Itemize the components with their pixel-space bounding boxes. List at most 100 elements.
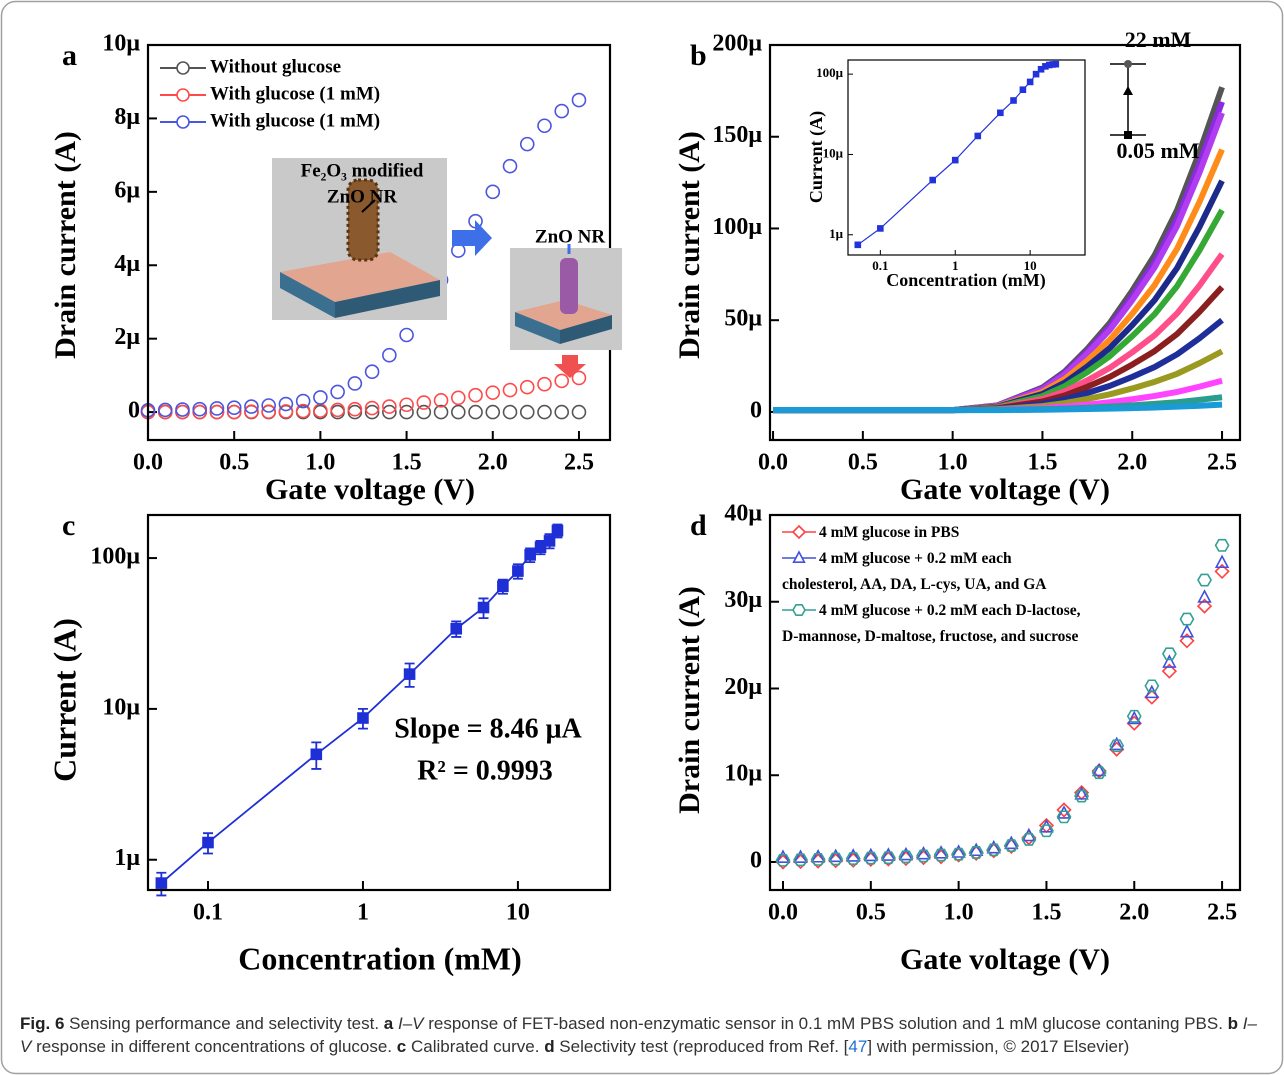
marker — [1179, 612, 1195, 626]
legend-label: With glucose (1 mM) — [210, 110, 380, 131]
marker — [519, 404, 535, 420]
legend-label: 4 mM glucose + 0.2 mM each cholesterol, … — [782, 550, 1047, 593]
marker — [450, 404, 466, 420]
plot-frame — [146, 43, 612, 442]
panel-letter: d — [690, 509, 707, 542]
marker — [450, 622, 463, 635]
marker — [477, 601, 490, 614]
marker — [554, 373, 570, 389]
marker — [310, 748, 323, 761]
marker — [1214, 563, 1230, 580]
marker — [537, 118, 552, 134]
marker — [226, 400, 242, 415]
marker — [244, 399, 259, 414]
marker — [1161, 647, 1177, 661]
x-tick-label: 1.5 — [1027, 450, 1057, 476]
legend: 4 mM glucose in PBS 4 mM glucose + 0.2 mM… — [782, 520, 1212, 650]
marker — [969, 842, 984, 857]
marker — [554, 103, 570, 119]
marker — [330, 384, 345, 400]
marker — [416, 395, 432, 410]
annotation: 0.05 mM — [1116, 138, 1199, 163]
marker — [175, 402, 190, 417]
caption-text: response in different concentrations of … — [31, 1037, 397, 1056]
marker — [863, 851, 879, 865]
marker — [519, 379, 535, 395]
substrate-front — [335, 280, 440, 318]
marker — [916, 849, 931, 863]
marker — [1021, 827, 1037, 842]
caption-text: I–V — [393, 1014, 424, 1033]
caption-text: I–V — [20, 1014, 1257, 1056]
y-tick-label: 0 — [128, 398, 140, 424]
series-line — [773, 401, 1223, 414]
modified-rod — [346, 178, 380, 262]
marker — [278, 396, 294, 412]
y-tick-label: 50μ — [724, 306, 762, 332]
marker — [176, 61, 190, 75]
y-tick-label: 10μ — [823, 145, 844, 160]
marker — [364, 404, 380, 420]
caption: Fig. 6 Sensing performance and selectivi… — [20, 1012, 1264, 1058]
marker — [399, 397, 414, 413]
x-tick-label: 1.0 — [944, 900, 974, 926]
marker — [330, 402, 345, 418]
x-tick-label: 10 — [1024, 258, 1037, 273]
marker — [1179, 633, 1195, 649]
marker — [519, 136, 535, 152]
legend-label: 4 mM glucose + 0.2 mM each D-lactose, D-… — [782, 602, 1081, 645]
marker — [974, 132, 982, 140]
substrate-top — [280, 252, 440, 302]
x-tick-label: 1.5 — [392, 450, 422, 476]
x-tick-label: 0.5 — [219, 450, 249, 476]
caption-text[interactable]: 47 — [848, 1037, 868, 1056]
marker — [1144, 679, 1160, 693]
y-tick-label: 4μ — [114, 251, 140, 277]
plot-frame — [768, 513, 1242, 892]
y-tick-label: 2μ — [114, 324, 140, 350]
marker — [364, 400, 380, 416]
marker — [968, 846, 984, 859]
marker — [986, 843, 1002, 857]
substrate-side — [515, 312, 560, 344]
marker — [775, 849, 791, 863]
legend-label: Without glucose — [210, 56, 341, 77]
marker — [497, 580, 509, 593]
marker — [534, 541, 547, 554]
marker — [1074, 789, 1090, 803]
legend-entry: 4 mM glucose in PBS — [782, 520, 1212, 546]
plot-frame — [146, 513, 612, 892]
y-axis-title: Drain current (A) — [49, 131, 82, 359]
marker — [1039, 819, 1054, 833]
marker — [997, 109, 1004, 117]
y-tick-label: 10μ — [724, 761, 762, 787]
plot-frame — [847, 59, 1086, 256]
marker — [793, 853, 808, 867]
marker — [1003, 839, 1019, 852]
marker — [537, 376, 552, 392]
legend-entry: 4 mM glucose + 0.2 mM each cholesterol, … — [782, 546, 1212, 598]
x-tick-label: 0.0 — [768, 900, 798, 926]
y-axis-title: Drain current (A) — [673, 131, 706, 359]
marker — [793, 849, 808, 863]
x-axis-title: Gate voltage (V) — [900, 943, 1110, 976]
marker — [1039, 824, 1054, 838]
y-tick-label: 8μ — [114, 104, 140, 130]
marker — [450, 243, 466, 258]
x-axis-title: Concentration (mM) — [238, 940, 521, 976]
marker — [792, 550, 806, 563]
marker — [1052, 60, 1060, 68]
marker — [1091, 762, 1107, 777]
x-tick-label: 2.0 — [478, 450, 508, 476]
pointer — [361, 199, 376, 213]
caption-text: ] with permission, © 2017 Elsevier) — [867, 1037, 1130, 1056]
marker — [155, 877, 168, 889]
marker — [278, 404, 294, 419]
marker — [176, 88, 190, 102]
marker — [382, 404, 397, 420]
marker — [433, 393, 449, 408]
x-axis-title: Gate voltage (V) — [265, 473, 475, 506]
marker — [1019, 86, 1027, 94]
